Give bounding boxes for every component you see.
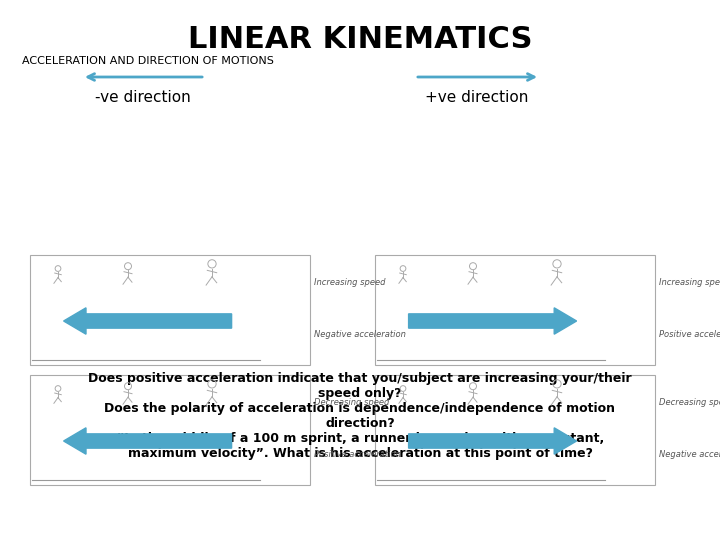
Bar <box>30 375 310 485</box>
Text: Decreasing speed: Decreasing speed <box>659 398 720 407</box>
Text: Positive acceleration: Positive acceleration <box>659 330 720 339</box>
Text: Positive acceleration: Positive acceleration <box>314 450 401 458</box>
Text: LINEAR KINEMATICS: LINEAR KINEMATICS <box>188 25 532 54</box>
FancyArrow shape <box>63 428 232 454</box>
Text: “In the middle of a 100 m sprint, a runner is running with a constant,: “In the middle of a 100 m sprint, a runn… <box>116 432 604 445</box>
Text: speed only?: speed only? <box>318 387 402 400</box>
Text: Does positive acceleration indicate that you/subject are increasing your/their: Does positive acceleration indicate that… <box>88 372 632 385</box>
Bar <box>375 375 655 485</box>
Text: Increasing speed: Increasing speed <box>659 278 720 287</box>
Bar <box>30 255 310 365</box>
FancyArrow shape <box>409 308 577 334</box>
FancyArrow shape <box>409 428 577 454</box>
Text: maximum velocity”. What is his acceleration at this point of time?: maximum velocity”. What is his accelerat… <box>127 447 593 460</box>
FancyArrow shape <box>63 308 232 334</box>
Text: direction?: direction? <box>325 417 395 430</box>
Text: Does the polarity of acceleration is dependence/independence of motion: Does the polarity of acceleration is dep… <box>104 402 616 415</box>
Text: +ve direction: +ve direction <box>426 90 528 105</box>
Text: Negative acceleration: Negative acceleration <box>659 450 720 458</box>
Text: Increasing speed: Increasing speed <box>314 278 385 287</box>
Text: -ve direction: -ve direction <box>95 90 191 105</box>
Text: ACCELERATION AND DIRECTION OF MOTIONS: ACCELERATION AND DIRECTION OF MOTIONS <box>22 56 274 66</box>
Bar <box>375 255 655 365</box>
Text: Decreasing speed: Decreasing speed <box>314 398 390 407</box>
Text: Negative acceleration: Negative acceleration <box>314 330 406 339</box>
